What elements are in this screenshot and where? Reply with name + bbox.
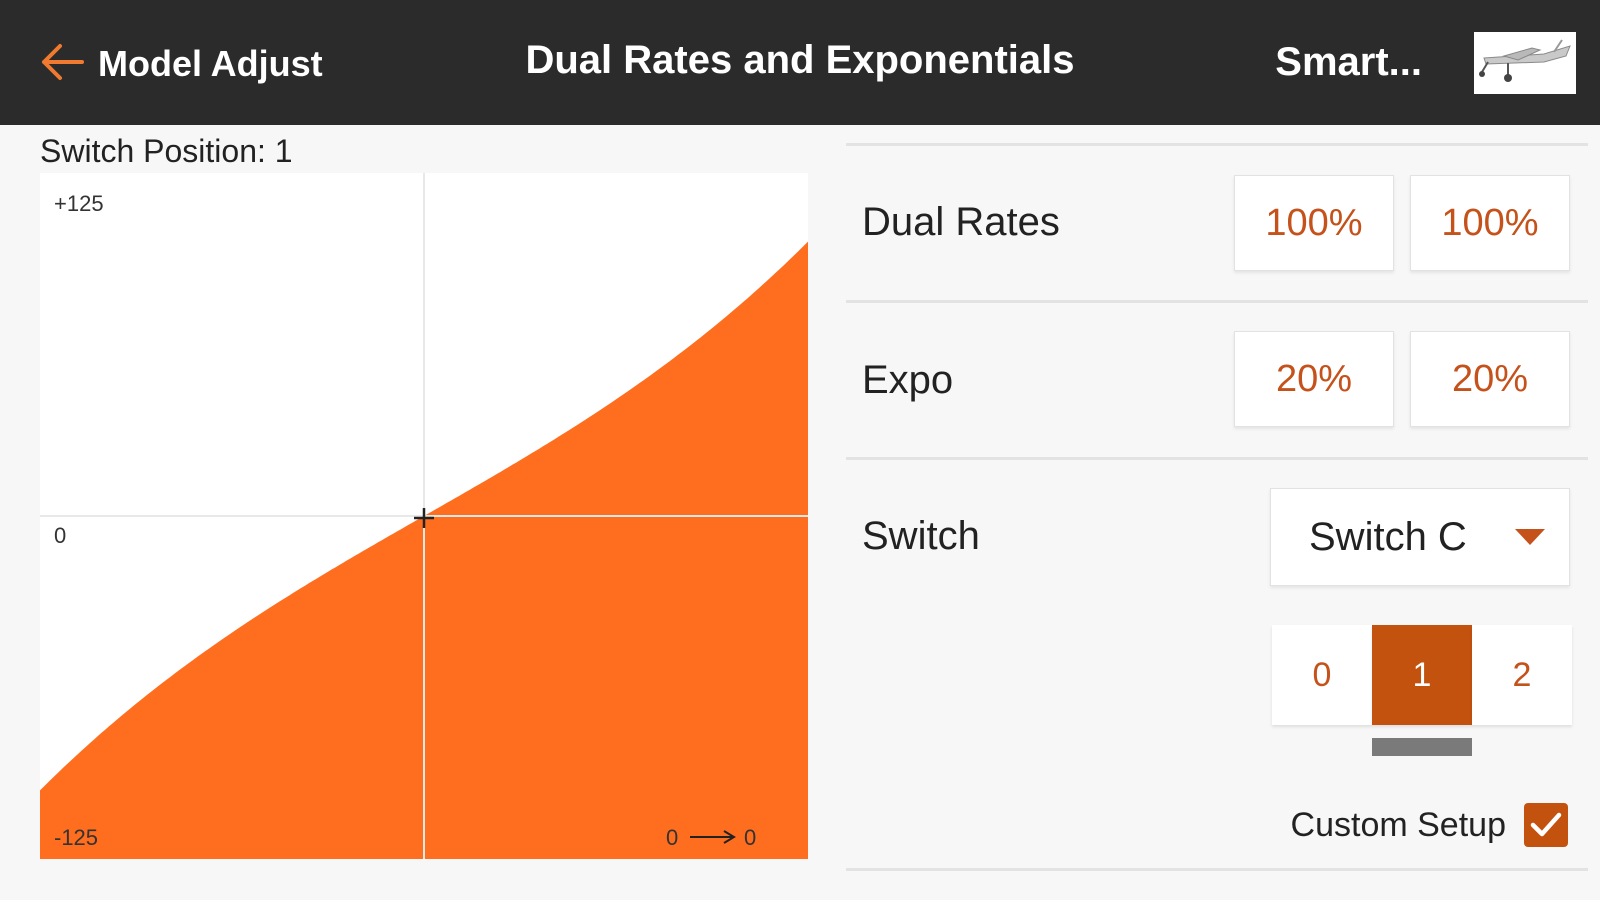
checkmark-icon bbox=[1530, 812, 1562, 837]
custom-setup-checkbox[interactable] bbox=[1524, 803, 1568, 847]
x-readout-right: 0 bbox=[744, 825, 757, 850]
expo-label: Expo bbox=[862, 358, 954, 402]
divider bbox=[846, 300, 1588, 303]
expo-curve-graph: +125 0 -125 0 0 bbox=[40, 173, 808, 859]
crosshair-marker bbox=[414, 508, 434, 528]
right-arrow-icon bbox=[690, 830, 736, 844]
top-bar: Model Adjust Dual Rates and Exponentials… bbox=[0, 0, 1600, 125]
expo-value-1[interactable]: 20% bbox=[1234, 331, 1394, 427]
y-max-tick: +125 bbox=[54, 191, 104, 216]
switch-position-2[interactable]: 2 bbox=[1472, 625, 1572, 725]
switch-select[interactable]: Switch C bbox=[1270, 488, 1570, 586]
y-min-tick: -125 bbox=[54, 825, 99, 850]
airplane-icon bbox=[1474, 32, 1576, 94]
back-label: Model Adjust bbox=[98, 43, 323, 84]
curve-svg bbox=[40, 173, 808, 859]
chevron-down-icon bbox=[1515, 529, 1545, 545]
active-position-indicator bbox=[1372, 738, 1472, 756]
back-button[interactable]: Model Adjust bbox=[40, 36, 323, 92]
y-zero-tick: 0 bbox=[54, 523, 67, 548]
custom-setup-label: Custom Setup bbox=[1290, 806, 1506, 844]
model-thumbnail[interactable] bbox=[1474, 32, 1576, 94]
switch-label: Switch bbox=[862, 514, 980, 558]
arrow-left-icon bbox=[40, 42, 84, 87]
divider bbox=[846, 143, 1588, 146]
page-title: Dual Rates and Exponentials bbox=[525, 38, 1075, 82]
dual-rates-label: Dual Rates bbox=[862, 200, 1060, 244]
switch-position-1[interactable]: 1 bbox=[1372, 625, 1472, 725]
dual-rate-value-1[interactable]: 100% bbox=[1234, 175, 1394, 271]
switch-position-label: Switch Position: 1 bbox=[40, 133, 293, 169]
divider bbox=[846, 868, 1588, 871]
divider bbox=[846, 457, 1588, 460]
model-name[interactable]: Smart... bbox=[1275, 40, 1422, 84]
dual-rate-value-2[interactable]: 100% bbox=[1410, 175, 1570, 271]
x-readout-left: 0 bbox=[666, 825, 679, 850]
switch-selected-value: Switch C bbox=[1309, 514, 1467, 559]
switch-position-0[interactable]: 0 bbox=[1272, 625, 1372, 725]
expo-value-2[interactable]: 20% bbox=[1410, 331, 1570, 427]
